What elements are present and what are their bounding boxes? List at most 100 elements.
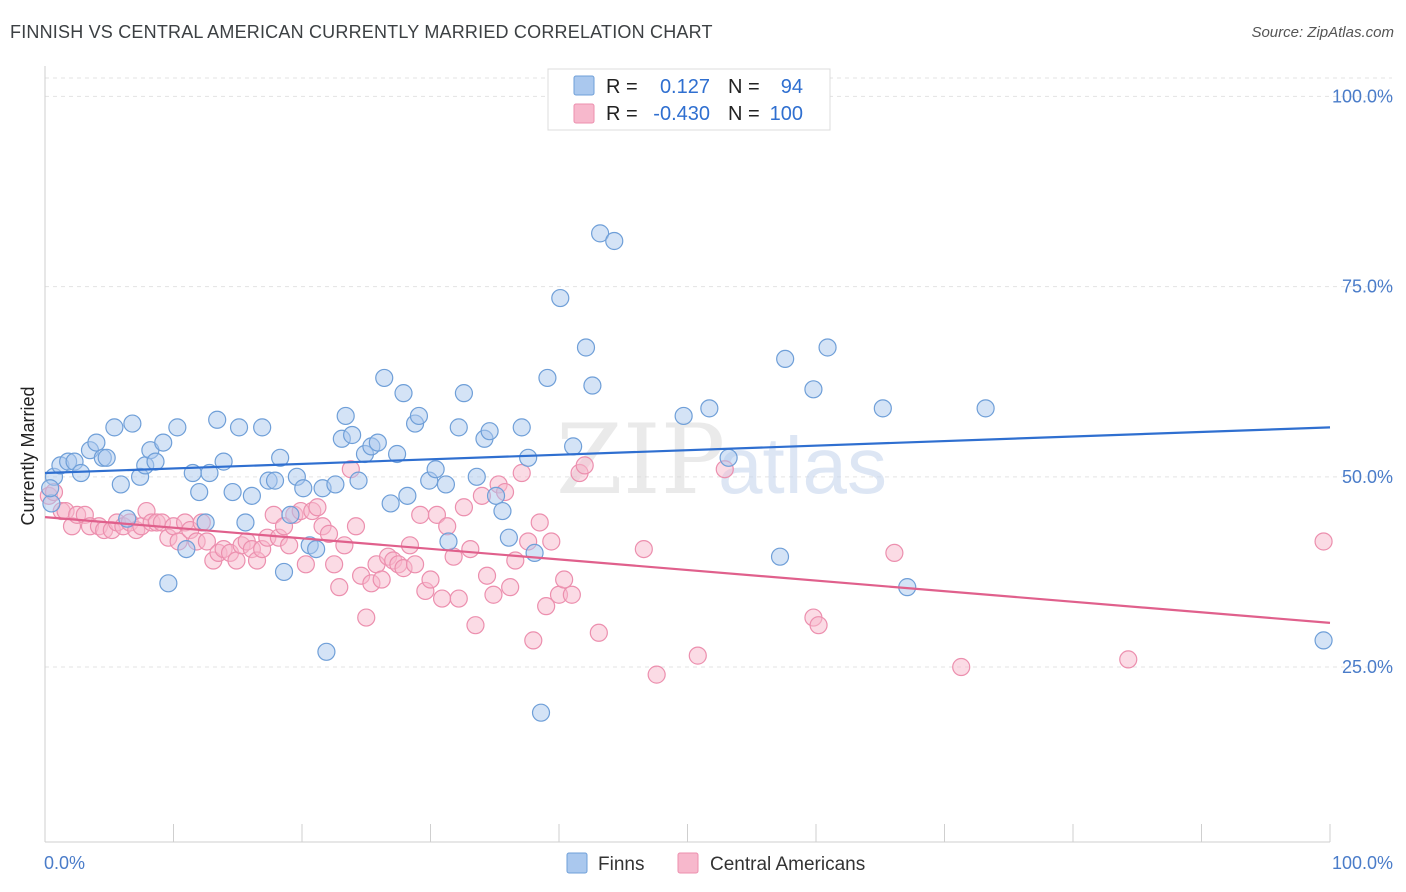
finns-point-52 [375, 368, 394, 388]
finns-point-47 [343, 425, 362, 445]
central-americans-point-102 [885, 543, 904, 563]
central-americans-point-70 [432, 589, 452, 608]
y-tick-labels: 25.0% 50.0% 75.0% 100.0% [1332, 86, 1393, 677]
finns-point-29 [229, 418, 249, 437]
finns-point-53 [381, 494, 400, 513]
finns-point-32 [253, 418, 272, 437]
bottom-legend-swatch-finns [566, 852, 588, 874]
central-americans-point-91 [555, 570, 574, 589]
y-tick-label-75: 75.0% [1342, 277, 1393, 297]
finns-point-48 [349, 471, 368, 490]
central-americans-point-87 [530, 513, 549, 532]
finns-point-10 [105, 418, 124, 437]
central-americans-point-71 [438, 517, 457, 536]
legend-r-value-central-americans: -0.430 [653, 103, 710, 125]
central-americans-point-104 [1119, 650, 1138, 669]
finns-point-87 [804, 380, 823, 399]
finns-point-75 [538, 368, 557, 388]
central-americans-point-103 [952, 657, 971, 677]
central-americans-point-96 [634, 539, 653, 559]
bottom-legend-finns: Finns [598, 854, 644, 875]
finns-point-71 [512, 418, 531, 437]
finns-point-34 [265, 471, 285, 490]
x-tick-label-100: 100.0% [1332, 853, 1393, 873]
finns-point-20 [168, 418, 187, 437]
legend-box [547, 68, 831, 131]
central-americans-point-47 [308, 498, 327, 517]
finns-point-63 [449, 418, 468, 437]
gridlines [45, 77, 1392, 668]
central-americans-point-65 [405, 555, 425, 574]
finns-point-79 [583, 376, 602, 395]
watermark: ZIP atlas [556, 404, 887, 516]
finns-point-77 [564, 437, 583, 456]
finns-point-39 [294, 479, 313, 498]
central-americans-point-52 [335, 536, 354, 555]
legend-swatch-finns [573, 75, 595, 96]
central-americans-point-95 [589, 623, 608, 642]
central-americans-point-79 [484, 585, 503, 604]
central-americans-points [39, 456, 1333, 684]
finns-point-28 [223, 482, 242, 502]
y-tick-label-25: 25.0% [1342, 657, 1393, 677]
legend-n-label-central-americans: N = [728, 103, 760, 125]
finns-point-51 [368, 433, 387, 452]
finns-point-76 [551, 288, 570, 308]
central-americans-point-45 [296, 555, 315, 574]
central-americans-point-74 [454, 498, 474, 517]
finns-point-64 [454, 384, 474, 403]
top-legend: R = 0.127 N = 94 R = -0.430 N = 100 [547, 68, 831, 131]
central-americans-point-92 [562, 585, 581, 604]
central-americans-point-68 [421, 570, 440, 589]
finns-point-62 [439, 532, 458, 551]
finns-point-36 [274, 562, 294, 582]
legend-n-value-central-americans: 100 [770, 103, 803, 125]
finns-point-55 [394, 384, 413, 403]
finns-point-91 [976, 399, 995, 418]
finns-point-84 [719, 448, 738, 467]
central-americans-point-105 [1314, 532, 1333, 551]
finns-point-65 [467, 467, 486, 486]
central-americans-point-86 [524, 631, 543, 650]
y-tick-label-100: 100.0% [1332, 86, 1393, 106]
finns-point-19 [159, 574, 178, 593]
finns-point-85 [770, 547, 790, 566]
finns-point-67 [480, 422, 499, 441]
x-tick-label-0: 0.0% [44, 853, 85, 873]
finns-point-30 [236, 513, 255, 532]
finns-point-74 [531, 703, 551, 722]
finns-point-86 [776, 349, 795, 369]
finns-point-68 [486, 486, 506, 505]
central-americans-point-51 [330, 578, 349, 597]
finns-point-43 [317, 642, 336, 661]
central-americans-point-94 [575, 456, 594, 475]
legend-r-label-central-americans: R = [606, 103, 638, 125]
finns-point-9 [97, 448, 116, 467]
finns-point-24 [196, 513, 215, 532]
finns-point-35 [271, 448, 290, 467]
axes [44, 66, 1331, 843]
finns-point-0 [42, 494, 61, 513]
finns-point-83 [700, 399, 719, 418]
trend-lines [44, 426, 1331, 624]
finns-point-54 [387, 444, 407, 464]
legend-swatch-central-americans [573, 103, 595, 124]
central-americans-point-82 [501, 578, 520, 597]
finns-point-80 [591, 224, 610, 243]
finns-point-21 [177, 539, 196, 559]
legend-n-value-finns: 94 [781, 76, 803, 98]
finns-point-25 [200, 463, 219, 483]
central-americans-point-88 [537, 597, 556, 616]
central-americans-point-32 [227, 551, 246, 570]
finns-point-23 [190, 482, 209, 502]
central-americans-point-97 [647, 665, 666, 684]
watermark-atlas: atlas [718, 421, 887, 510]
finns-point-61 [436, 475, 456, 494]
central-americans-point-101 [809, 616, 828, 635]
central-americans-point-27 [197, 532, 217, 551]
chart-title: FINNISH VS CENTRAL AMERICAN CURRENTLY MA… [10, 22, 713, 42]
finns-trend-line [44, 426, 1331, 475]
central-americans-point-59 [372, 570, 391, 589]
central-americans-trend-line [44, 516, 1331, 624]
